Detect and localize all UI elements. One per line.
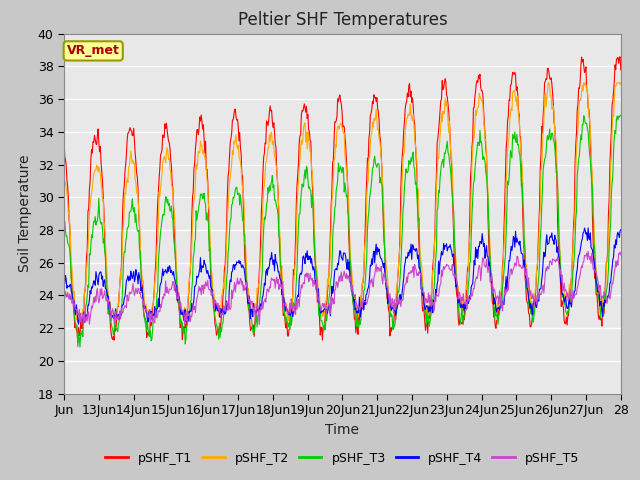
Title: Peltier SHF Temperatures: Peltier SHF Temperatures — [237, 11, 447, 29]
X-axis label: Time: Time — [325, 422, 360, 437]
Legend: pSHF_T1, pSHF_T2, pSHF_T3, pSHF_T4, pSHF_T5: pSHF_T1, pSHF_T2, pSHF_T3, pSHF_T4, pSHF… — [100, 447, 584, 469]
Y-axis label: Soil Temperature: Soil Temperature — [18, 155, 32, 272]
Text: VR_met: VR_met — [67, 44, 120, 58]
